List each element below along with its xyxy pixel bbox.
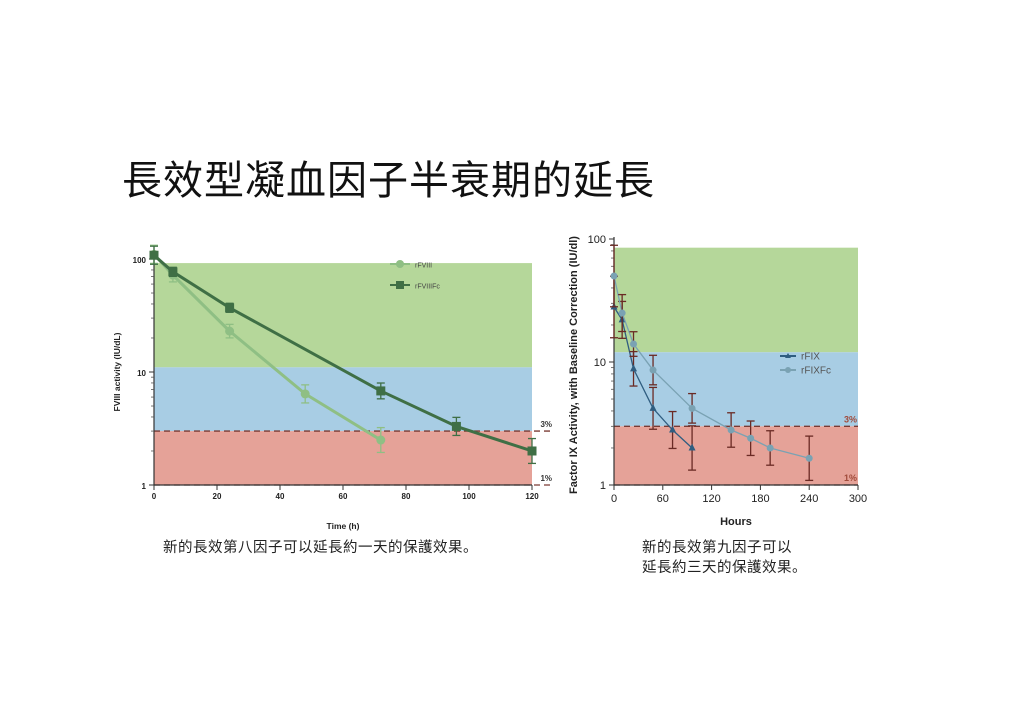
data-point-rfviii [300, 389, 310, 399]
legend-marker-rfixfc [785, 367, 791, 373]
x-axis-title: Hours [720, 516, 752, 528]
data-point-rfviiifc [527, 446, 537, 456]
data-point-rfviiifc [149, 250, 159, 260]
x-tick-label: 240 [800, 493, 818, 505]
y-tick-label: 100 [588, 234, 606, 246]
data-point-rfviiifc [451, 421, 461, 431]
data-point-rfixfc [688, 404, 696, 412]
x-tick-label: 100 [462, 492, 476, 501]
y-axis-title: FVIII activity (IU/dL) [112, 332, 122, 411]
reference-label-1: 1% [844, 473, 857, 483]
legend-marker-rfviiifc [396, 281, 404, 289]
reference-label-3: 3% [540, 420, 552, 429]
legend-label-rfixfc: rFIXFc [801, 366, 831, 377]
legend-label-rfviii: rFVIII [415, 263, 432, 270]
data-point-rfviii [376, 435, 386, 445]
activity-band-0 [614, 247, 858, 353]
x-tick-label: 60 [339, 492, 348, 501]
activity-band-1 [614, 352, 858, 427]
y-tick-label: 10 [594, 357, 606, 369]
data-point-rfix [649, 403, 657, 411]
x-tick-label: 120 [525, 492, 539, 501]
reference-label-3: 3% [844, 414, 857, 424]
activity-band-1 [154, 367, 532, 432]
legend-marker-rfix [785, 353, 791, 358]
y-axis-title: Factor IX Activity, with Baseline Correc… [568, 236, 580, 494]
legend-label-rfviiifc: rFVIIIFc [415, 284, 440, 291]
data-point-rfixfc [727, 426, 735, 434]
y-tick-label: 1 [142, 482, 147, 491]
data-point-rfixfc [618, 309, 626, 317]
data-point-rfixfc [630, 340, 638, 348]
slide-title: 長效型凝血因子半衰期的延長 [122, 158, 655, 204]
activity-band-2 [614, 426, 858, 485]
reference-label-1: 1% [540, 474, 552, 483]
data-point-rfixfc [649, 366, 657, 374]
caption-fix-line-2: 延長約三天的保護效果。 [642, 560, 807, 576]
data-point-rfixfc [610, 272, 618, 280]
x-tick-label: 300 [849, 493, 867, 505]
data-point-rfviii [225, 326, 235, 336]
legend-marker-rfviii [396, 260, 404, 268]
data-point-rfixfc [766, 444, 774, 452]
legend-label-rfix: rFIX [801, 352, 820, 363]
data-point-rfixfc [747, 434, 755, 442]
data-point-rfviiifc [225, 303, 235, 313]
x-axis-title: Time (h) [327, 521, 360, 531]
data-point-rfixfc [805, 454, 813, 462]
x-tick-label: 180 [751, 493, 769, 505]
x-tick-label: 20 [213, 492, 222, 501]
activity-band-2 [154, 431, 532, 485]
caption-fviii: 新的長效第八因子可以延長約一天的保護效果。 [163, 540, 478, 556]
x-tick-label: 60 [657, 493, 669, 505]
data-point-rfviiifc [168, 267, 178, 277]
data-point-rfix [630, 364, 638, 372]
series-line-rfix [613, 306, 693, 449]
x-tick-label: 0 [611, 493, 617, 505]
x-tick-label: 120 [702, 493, 720, 505]
x-tick-label: 0 [152, 492, 157, 501]
y-tick-label: 10 [137, 369, 146, 378]
y-tick-label: 100 [133, 256, 147, 265]
y-tick-label: 1 [600, 480, 606, 492]
x-tick-label: 40 [276, 492, 285, 501]
activity-band-0 [154, 263, 532, 368]
data-point-rfviiifc [376, 386, 386, 396]
data-point-rfix [688, 443, 696, 451]
x-tick-label: 80 [402, 492, 411, 501]
caption-fix-line-1: 新的長效第九因子可以 [642, 540, 792, 556]
data-point-rfix [669, 425, 677, 433]
